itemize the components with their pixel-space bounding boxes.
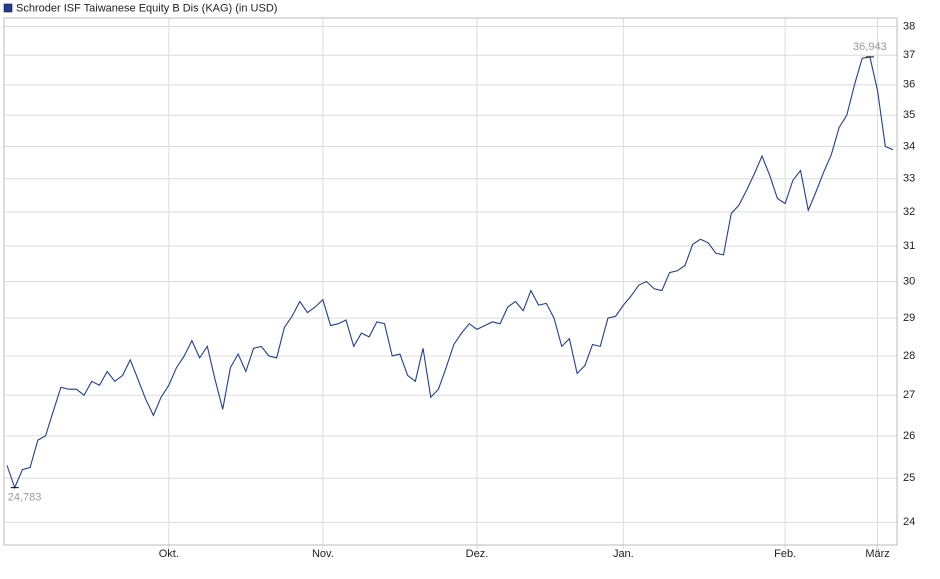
y-tick-label: 31 (903, 240, 915, 252)
y-tick-label: 26 (903, 430, 915, 442)
y-tick-label: 34 (903, 140, 915, 152)
x-tick-label: Feb. (774, 548, 796, 560)
x-tick-label: Okt. (159, 548, 179, 560)
y-tick-label: 25 (903, 472, 915, 484)
y-tick-label: 24 (903, 516, 915, 528)
y-tick-label: 27 (903, 389, 915, 401)
y-tick-label: 33 (903, 173, 915, 185)
y-tick-label: 32 (903, 206, 915, 218)
y-tick-label: 29 (903, 312, 915, 324)
plot-frame (3, 17, 898, 546)
x-tick-label: Nov. (312, 548, 334, 560)
y-tick-label: 28 (903, 350, 915, 362)
x-tick-label: Jan. (613, 548, 634, 560)
value-label: 24,783 (8, 492, 42, 504)
y-tick-label: 38 (903, 20, 915, 32)
y-tick-label: 36 (903, 79, 915, 91)
x-tick-label: März (865, 548, 889, 560)
y-tick-label: 35 (903, 109, 915, 121)
x-tick-label: Dez. (466, 548, 489, 560)
legend-swatch (3, 3, 13, 13)
value-label: 36,943 (853, 41, 887, 53)
series-line (6, 56, 894, 490)
y-tick-label: 37 (903, 49, 915, 61)
y-tick-label: 30 (903, 275, 915, 287)
legend-label: Schroder ISF Taiwanese Equity B Dis (KAG… (16, 2, 277, 14)
